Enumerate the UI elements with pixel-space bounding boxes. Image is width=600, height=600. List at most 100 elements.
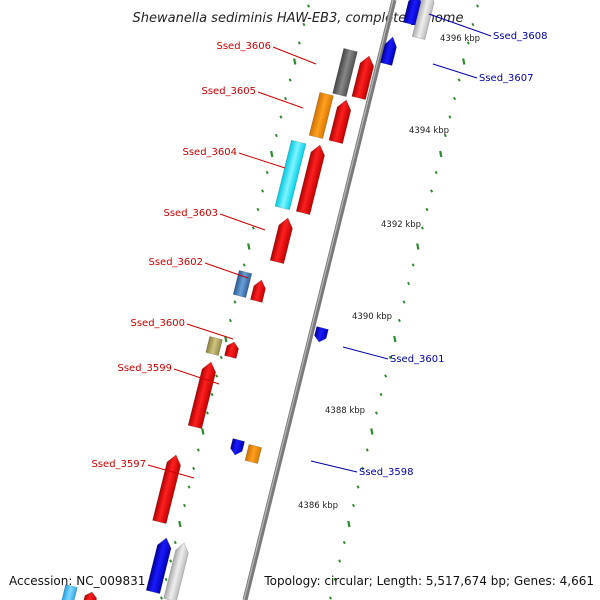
left-track-tick <box>219 355 223 360</box>
gene-label-ssed-3605[interactable]: Ssed_3605 <box>201 86 256 97</box>
gene-ssed-3605-shape[interactable] <box>308 91 334 140</box>
right-track-tick <box>448 115 452 119</box>
left-track-tick <box>307 4 311 8</box>
gene-label-ssed-3607[interactable]: Ssed_3607 <box>479 73 534 84</box>
reverse-gene-labels: Ssed_3608 Ssed_3607 Ssed_3601 Ssed_3598 <box>359 31 548 478</box>
gene-ssed-3604[interactable] <box>274 139 307 211</box>
gene-ssed-3604-arrow[interactable] <box>295 143 326 216</box>
gene-label-ssed-3599[interactable]: Ssed_3599 <box>117 363 172 374</box>
gene-ssed-3604-arrow-shape[interactable] <box>295 143 326 216</box>
gene-ssed-3601-shape[interactable] <box>313 326 329 344</box>
gene-ssed-3605-arrow-shape[interactable] <box>328 98 353 145</box>
gene-label-ssed-3608[interactable]: Ssed_3608 <box>493 31 548 42</box>
gene-ssed-3602-arrow-shape[interactable] <box>250 279 267 303</box>
gene-label-ssed-3601[interactable]: Ssed_3601 <box>390 354 445 365</box>
gene-ssed-3600-arrow[interactable] <box>224 341 240 359</box>
gene-unlabeled-grey-top[interactable] <box>411 0 436 40</box>
gene-ssed-3603-shape[interactable] <box>269 216 295 265</box>
gene-ssed-3598-block-shape[interactable] <box>244 444 262 464</box>
gene-ssed-3598-shape[interactable] <box>229 438 245 457</box>
right-track-tick <box>370 428 374 435</box>
gene-ssed-3603[interactable] <box>269 216 295 265</box>
gene-ssed-3602[interactable] <box>232 270 253 298</box>
forward-gene-labels: Ssed_3606 Ssed_3605 Ssed_3604 Ssed_3603 … <box>91 41 271 470</box>
gene-ssed-3597[interactable] <box>152 453 183 525</box>
gene-unlabeled-blue-bottom[interactable] <box>145 536 173 595</box>
right-track-tick <box>384 374 388 378</box>
right-track-tick <box>374 411 378 415</box>
right-track-tick <box>356 485 360 489</box>
gene-ssed-3600-arrow-shape[interactable] <box>224 341 240 359</box>
gene-label-ssed-3598[interactable]: Ssed_3598 <box>359 467 414 478</box>
gene-unlabeled-grey-top-shape[interactable] <box>411 0 436 40</box>
gene-ssed-3606-arrow-shape[interactable] <box>351 54 376 101</box>
left-track-tick <box>164 577 168 582</box>
left-track-tick <box>228 318 232 323</box>
gene-ssed-3607[interactable] <box>379 36 398 66</box>
scale-tick-label-4390: 4390 kbp <box>352 312 392 322</box>
left-track-tick <box>210 392 214 397</box>
gene-ssed-3605-arrow[interactable] <box>328 98 353 145</box>
gene-label-ssed-3597[interactable]: Ssed_3597 <box>91 459 146 470</box>
right-track-tick <box>430 189 434 193</box>
gene-ssed-3598-block[interactable] <box>244 444 262 464</box>
gene-ssed-3599[interactable] <box>187 360 218 430</box>
gene-ssed-3605[interactable] <box>308 91 334 140</box>
leader-ssed-3604 <box>238 152 286 169</box>
gene-unlabeled-red-bottom-shape[interactable] <box>82 591 98 600</box>
gene-features <box>60 0 436 600</box>
right-track-tick <box>342 540 346 545</box>
gene-ssed-3598[interactable] <box>229 438 245 457</box>
gene-label-ssed-3604[interactable]: Ssed_3604 <box>182 147 237 158</box>
gene-unlabeled-red-bottom[interactable] <box>82 591 98 600</box>
left-track-tick <box>293 58 297 65</box>
scale-tick-label-4396: 4396 kbp <box>440 34 480 44</box>
tick-marks <box>159 4 480 600</box>
scale-tick-label-4388: 4388 kbp <box>325 406 365 416</box>
right-track-tick <box>443 133 447 138</box>
leader-ssed-3602 <box>204 262 249 279</box>
right-track-tick <box>379 392 383 397</box>
gene-unlabeled-blue-bottom-shape[interactable] <box>145 536 173 595</box>
left-track-tick <box>288 78 292 82</box>
right-track-tick <box>466 41 470 45</box>
gene-ssed-3606[interactable] <box>332 47 358 98</box>
left-track-tick <box>297 41 301 45</box>
gene-ssed-3602-shape[interactable] <box>232 270 253 298</box>
genome-backbone-highlight <box>243 0 394 600</box>
left-track-tick <box>251 226 255 230</box>
gene-label-ssed-3600[interactable]: Ssed_3600 <box>130 318 185 329</box>
gene-label-ssed-3603[interactable]: Ssed_3603 <box>163 208 218 219</box>
left-track-tick <box>173 540 177 545</box>
gene-ssed-3600-shape[interactable] <box>205 336 223 356</box>
right-track-tick <box>361 466 365 471</box>
gene-ssed-3599-shape[interactable] <box>187 360 218 430</box>
left-track-tick <box>233 300 237 304</box>
left-track-tick <box>187 485 191 489</box>
leader-ssed-3608 <box>428 13 492 37</box>
gene-ssed-3604-shape[interactable] <box>274 139 307 211</box>
left-track-tick <box>178 520 182 528</box>
gene-ssed-3597-shape[interactable] <box>152 453 183 525</box>
map-title: Shewanella sediminis HAW-EB3, complete g… <box>133 11 464 26</box>
gene-unlabeled-sky-bottom-shape[interactable] <box>60 584 78 600</box>
leader-ssed-3597 <box>147 464 195 479</box>
left-track-tick <box>169 559 173 563</box>
gene-ssed-3606-shape[interactable] <box>332 47 358 98</box>
gene-label-ssed-3602[interactable]: Ssed_3602 <box>148 257 203 268</box>
right-track-tick <box>453 96 457 101</box>
label-leaders <box>147 13 492 479</box>
gene-ssed-3607-shape[interactable] <box>379 36 398 66</box>
gene-ssed-3601[interactable] <box>313 326 329 344</box>
gene-ssed-3602-arrow[interactable] <box>250 279 267 303</box>
right-track-tick <box>328 596 333 600</box>
left-track-tick <box>256 207 260 212</box>
gene-ssed-3600[interactable] <box>205 336 223 356</box>
gene-unlabeled-sky-bottom[interactable] <box>60 584 78 600</box>
gene-ssed-3606-arrow[interactable] <box>351 54 376 101</box>
right-track-tick <box>420 226 424 230</box>
leader-ssed-3599 <box>173 368 220 385</box>
gene-label-ssed-3606[interactable]: Ssed_3606 <box>216 41 271 52</box>
right-track-tick <box>471 22 475 27</box>
